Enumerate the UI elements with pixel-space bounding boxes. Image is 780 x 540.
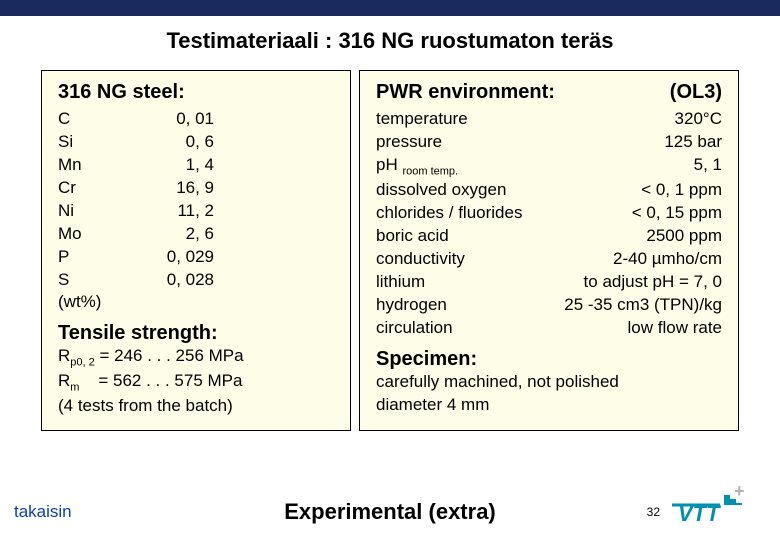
comp-el: Ni [58, 200, 118, 223]
env-row: conductivity 2-40 µmho/cm [376, 248, 722, 271]
ol3-label: (OL3) [670, 81, 722, 104]
env-label: temperature [376, 108, 468, 131]
comp-row: Mo2, 6 [58, 223, 214, 246]
page-number: 32 [647, 505, 660, 519]
env-row: lithium to adjust pH = 7, 0 [376, 271, 722, 294]
comp-row: S0, 028 [58, 269, 214, 292]
tensile-heading: Tensile strength: [58, 322, 334, 345]
panels-container: 316 NG steel: C0, 01 Si0, 6 Mn1, 4 Cr16,… [0, 70, 780, 431]
env-label: chlorides / fluorides [376, 202, 522, 225]
wt-percent: (wt%) [58, 292, 214, 312]
comp-el: Mo [58, 223, 118, 246]
env-val: 125 bar [664, 131, 722, 154]
env-val: < 0, 1 ppm [641, 179, 722, 202]
env-val: low flow rate [628, 317, 722, 340]
comp-val: 0, 6 [118, 131, 214, 154]
panel-environment: PWR environment: (OL3) temperature 320°C … [359, 70, 739, 431]
env-row: chlorides / fluorides < 0, 15 ppm [376, 202, 722, 225]
comp-el: Mn [58, 154, 118, 177]
rm-rest: = 562 . . . 575 MPa [79, 371, 242, 390]
rm-line: Rm = 562 . . . 575 MPa [58, 370, 334, 395]
comp-el: Si [58, 131, 118, 154]
comp-val: 0, 01 [118, 108, 214, 131]
env-label: pH room temp. [376, 154, 458, 179]
env-label: circulation [376, 317, 453, 340]
comp-el: P [58, 246, 118, 269]
footer: takaisin Experimental (extra) 32 [0, 502, 780, 522]
env-row: temperature 320°C [376, 108, 722, 131]
comp-row: Cr16, 9 [58, 177, 214, 200]
svg-text:+: + [734, 485, 745, 501]
env-label: hydrogen [376, 294, 447, 317]
env-row: hydrogen 25 -35 cm3 (TPN)/kg [376, 294, 722, 317]
env-label: conductivity [376, 248, 465, 271]
specimen-line-2: diameter 4 mm [376, 394, 722, 417]
env-val: < 0, 15 ppm [632, 202, 722, 225]
env-title: PWR environment: [376, 81, 555, 104]
top-bar [0, 0, 780, 16]
comp-val: 0, 028 [118, 269, 214, 292]
back-link[interactable]: takaisin [14, 502, 72, 522]
comp-val: 1, 4 [118, 154, 214, 177]
env-label: boric acid [376, 225, 449, 248]
ph-sub: room temp. [402, 165, 458, 177]
env-row: pressure 125 bar [376, 131, 722, 154]
steel-heading: 316 NG steel: [58, 81, 334, 104]
panel-steel: 316 NG steel: C0, 01 Si0, 6 Mn1, 4 Cr16,… [41, 70, 351, 431]
env-val: 2-40 µmho/cm [613, 248, 722, 271]
comp-val: 16, 9 [118, 177, 214, 200]
env-row: circulation low flow rate [376, 317, 722, 340]
comp-val: 11, 2 [118, 200, 214, 223]
rp-sub: p0, 2 [70, 356, 94, 368]
specimen-heading: Specimen: [376, 348, 722, 371]
comp-val: 2, 6 [118, 223, 214, 246]
ph-pre: pH [376, 155, 402, 174]
env-heading: PWR environment: (OL3) [376, 81, 722, 104]
rp-rest: = 246 . . . 256 MPa [95, 346, 244, 365]
composition-list: C0, 01 Si0, 6 Mn1, 4 Cr16, 9 Ni11, 2 Mo2… [58, 108, 334, 312]
env-val: 320°C [675, 108, 722, 131]
comp-el: C [58, 108, 118, 131]
rp-prefix: R [58, 346, 70, 365]
vtt-logo: + VTT [672, 485, 760, 530]
env-row: boric acid 2500 ppm [376, 225, 722, 248]
comp-row: P0, 029 [58, 246, 214, 269]
footer-center: Experimental (extra) [284, 499, 496, 525]
env-val: to adjust pH = 7, 0 [584, 271, 722, 294]
env-row: dissolved oxygen < 0, 1 ppm [376, 179, 722, 202]
env-label: pressure [376, 131, 442, 154]
comp-el: Cr [58, 177, 118, 200]
env-val: 2500 ppm [646, 225, 722, 248]
comp-row: Ni11, 2 [58, 200, 214, 223]
env-val: 5, 1 [694, 154, 722, 179]
page-title: Testimateriaali : 316 NG ruostumaton ter… [0, 28, 780, 54]
env-label: dissolved oxygen [376, 179, 506, 202]
env-list: temperature 320°C pressure 125 bar pH room… [376, 108, 722, 340]
env-val: 25 -35 cm3 (TPN)/kg [564, 294, 722, 317]
rp-line: Rp0, 2 = 246 . . . 256 MPa [58, 345, 334, 370]
comp-val: 0, 029 [118, 246, 214, 269]
comp-row: Si0, 6 [58, 131, 214, 154]
comp-row: C0, 01 [58, 108, 214, 131]
rm-prefix: R [58, 371, 70, 390]
comp-el: S [58, 269, 118, 292]
env-label: lithium [376, 271, 425, 294]
specimen-line-1: carefully machined, not polished [376, 371, 722, 394]
comp-row: Mn1, 4 [58, 154, 214, 177]
tests-note: (4 tests from the batch) [58, 395, 334, 418]
env-row: pH room temp. 5, 1 [376, 154, 722, 179]
